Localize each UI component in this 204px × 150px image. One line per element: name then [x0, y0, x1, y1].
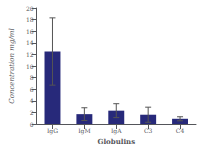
svg-text:C3: C3: [144, 127, 153, 134]
svg-text:10: 10: [26, 63, 34, 70]
svg-text:IgG: IgG: [47, 127, 58, 135]
svg-text:14: 14: [26, 39, 34, 46]
svg-text:IgA: IgA: [111, 127, 122, 135]
svg-text:8: 8: [30, 74, 34, 81]
svg-text:C4: C4: [176, 127, 185, 134]
svg-text:Globulins: Globulins: [97, 137, 135, 146]
svg-text:0: 0: [30, 121, 34, 128]
svg-text:2: 2: [30, 109, 34, 116]
svg-text:16: 16: [26, 28, 34, 35]
svg-text:Concentration mg/ml: Concentration mg/ml: [8, 28, 16, 103]
svg-text:6: 6: [30, 86, 34, 93]
svg-text:18: 18: [26, 16, 34, 23]
svg-text:IgM: IgM: [78, 127, 90, 135]
svg-text:4: 4: [30, 97, 34, 104]
svg-text:12: 12: [26, 51, 34, 58]
svg-text:20: 20: [26, 5, 34, 12]
